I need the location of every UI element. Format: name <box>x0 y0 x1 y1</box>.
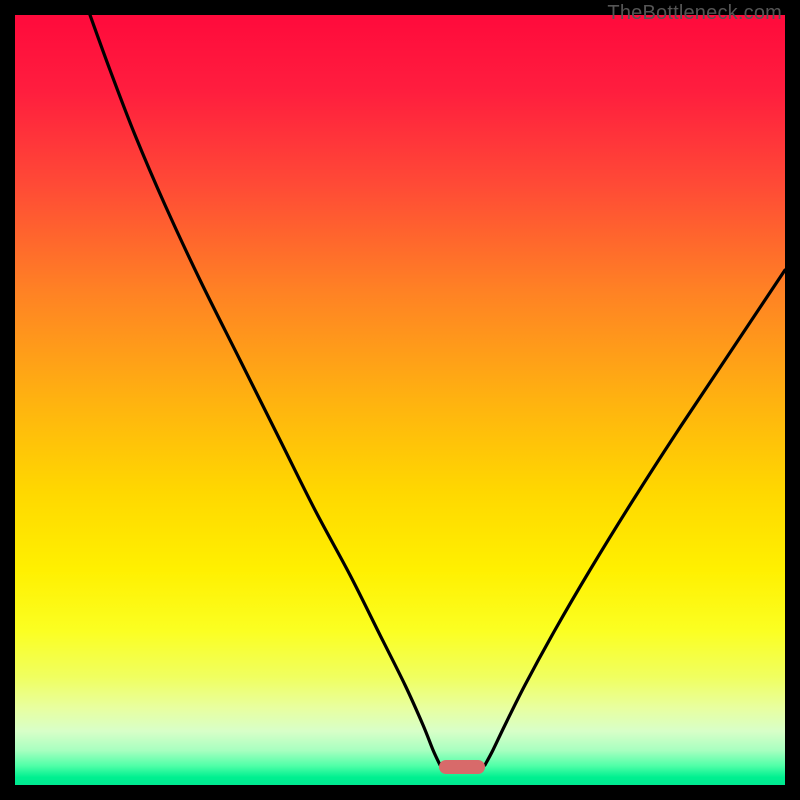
watermark-text: TheBottleneck.com <box>607 2 782 25</box>
minimum-marker <box>439 760 485 774</box>
chart-frame: TheBottleneck.com <box>0 0 800 800</box>
background-gradient <box>15 15 785 785</box>
plot-area <box>15 15 785 785</box>
chart-svg <box>15 15 785 785</box>
